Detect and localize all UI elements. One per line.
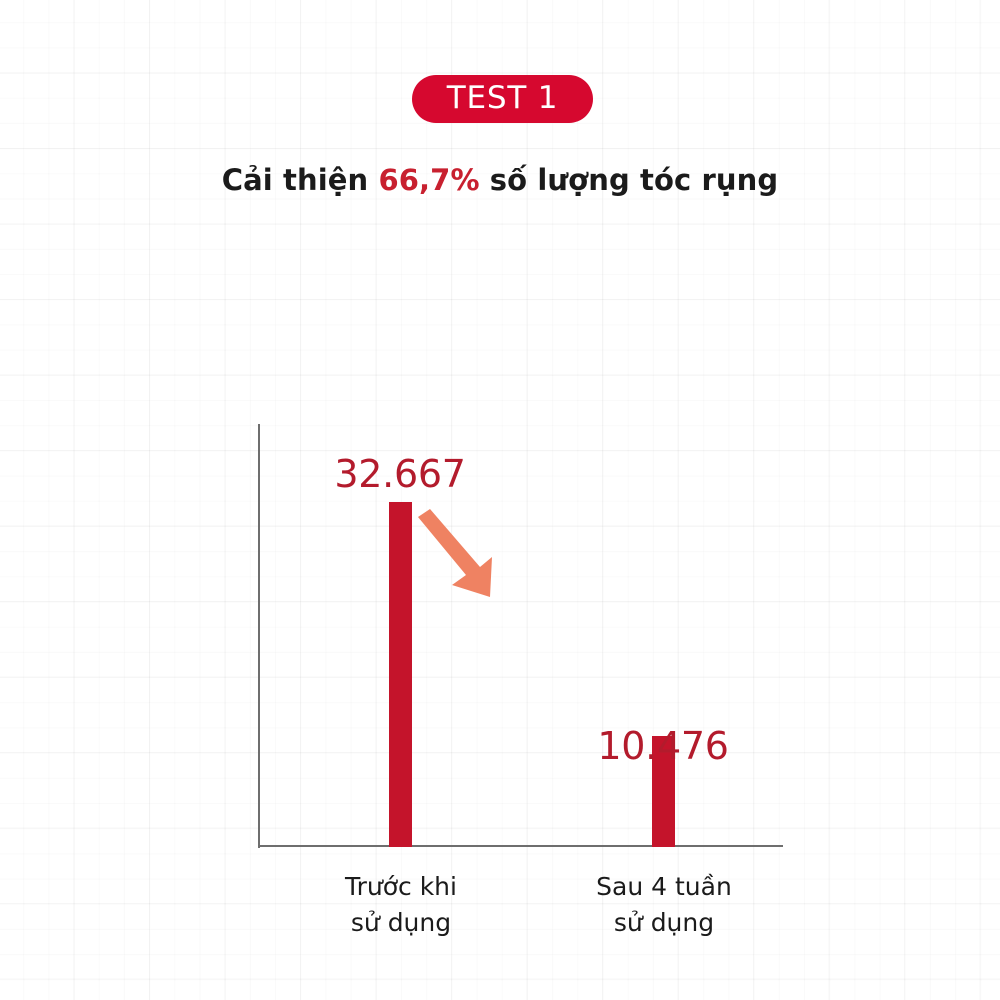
- category-label-line: Sau 4 tuần: [596, 872, 732, 901]
- value-label-after-4-weeks: 10.476: [597, 724, 729, 768]
- decline-arrow-icon: [418, 509, 492, 597]
- category-label-after-4-weeks: Sau 4 tuần sử dụng: [523, 869, 805, 942]
- subtitle-suffix: số lượng tóc rụng: [479, 163, 779, 197]
- x-axis-line: [258, 845, 783, 847]
- category-label-line: Trước khi: [345, 872, 457, 901]
- category-label-line: sử dụng: [613, 908, 715, 938]
- y-axis-line: [258, 424, 260, 848]
- bar-before-use: [389, 502, 412, 847]
- bar-after-4-weeks: [652, 736, 675, 847]
- test-badge: TEST 1: [412, 75, 593, 123]
- page-title: Cải thiện 66,7% số lượng tóc rụng: [0, 163, 1000, 197]
- category-label-line: sử dụng: [350, 908, 452, 938]
- value-label-before-use: 32.667: [334, 452, 466, 496]
- subtitle-highlight-percentage: 66,7%: [378, 163, 480, 197]
- category-label-before-use: Trước khi sử dụng: [260, 869, 542, 942]
- subtitle-prefix: Cải thiện: [221, 163, 379, 197]
- test-badge-label: TEST 1: [446, 79, 559, 116]
